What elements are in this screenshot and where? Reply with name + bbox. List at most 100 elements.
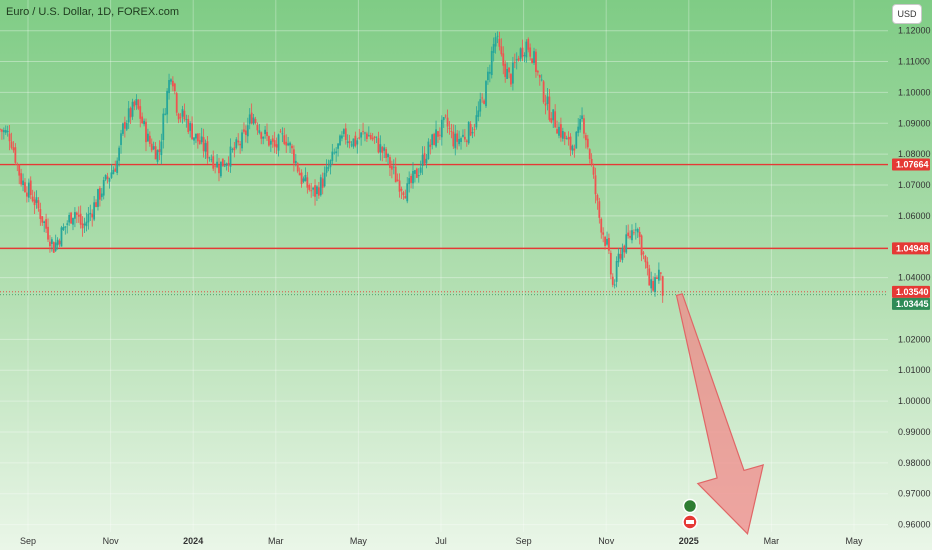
candle-body	[18, 164, 21, 176]
candle-body	[248, 114, 251, 124]
candle-body	[646, 261, 649, 269]
candle-body	[306, 177, 309, 188]
candle-body	[433, 133, 436, 145]
candle-body	[175, 93, 178, 113]
candle-body	[229, 146, 232, 167]
candle-body	[33, 199, 36, 206]
down-arrow[interactable]	[675, 293, 765, 535]
time-axis[interactable]: Sep Nov 2024 Mar May Jul Sep Nov 2025 Mar May	[20, 536, 863, 546]
candle-body	[164, 113, 167, 115]
candle-body	[287, 143, 290, 146]
candle-body	[173, 83, 176, 91]
candle-body	[608, 237, 610, 251]
candle-body	[625, 234, 628, 253]
candle-body	[47, 226, 49, 240]
current-price-label: 1.03540	[896, 287, 929, 297]
candle-body	[116, 160, 119, 173]
candle-body	[490, 51, 493, 76]
candle-body	[540, 79, 543, 81]
candle-body	[327, 167, 330, 169]
candle-body	[220, 161, 222, 177]
candle-body	[438, 134, 441, 136]
candle-body	[108, 178, 111, 182]
candle-body	[254, 119, 257, 123]
candle-body	[389, 157, 391, 169]
candle-body	[123, 122, 126, 129]
candle-body	[273, 140, 276, 147]
candle-body	[221, 158, 224, 167]
candle-body	[216, 161, 218, 168]
candle-body	[93, 202, 96, 220]
candle-body	[471, 131, 474, 134]
y-tick-label: 0.97000	[898, 489, 931, 499]
candle-body	[258, 130, 261, 133]
candle-body	[544, 103, 547, 106]
candle-body	[377, 138, 380, 153]
candle-body	[633, 232, 635, 234]
candle-body	[158, 149, 161, 152]
candle-body	[293, 149, 295, 164]
candle-body	[317, 187, 320, 196]
candle-body	[602, 232, 605, 235]
candle-body	[448, 128, 451, 129]
candle-body	[404, 196, 407, 199]
level-0-label: 1.07664	[896, 160, 929, 170]
chart-title: Euro / U.S. Dollar, 1D, FOREX.com	[6, 6, 179, 18]
candle-body	[600, 218, 603, 233]
candle-body	[339, 135, 341, 146]
candle-body	[14, 147, 17, 163]
candle-body	[298, 172, 301, 176]
currency-button[interactable]: USD	[892, 4, 922, 24]
y-tick-label: 1.09000	[898, 118, 931, 128]
candle-body	[262, 136, 265, 139]
candle-body	[469, 123, 472, 136]
candle-body	[396, 179, 399, 181]
candle-body	[511, 62, 514, 84]
candle-body	[460, 138, 462, 142]
candle-body	[538, 75, 541, 78]
price-axis[interactable]: 1.12000 1.11000 1.10000 1.09000 1.08000 1.070…	[892, 26, 931, 530]
candle-body	[68, 215, 71, 223]
event-icon[interactable]	[682, 498, 698, 514]
candle-body	[567, 137, 570, 140]
candle-body	[62, 227, 65, 230]
candle-body	[569, 136, 572, 150]
candle-body	[323, 172, 326, 187]
candle-body	[106, 176, 109, 179]
candle-body	[586, 138, 589, 148]
candle-body	[244, 130, 247, 135]
candle-body	[60, 227, 63, 247]
candle-body	[379, 144, 382, 153]
candle-body	[365, 133, 368, 139]
candle-body	[81, 223, 84, 229]
candle-body	[542, 81, 545, 103]
candle-body	[223, 165, 226, 167]
candle-body	[252, 117, 255, 124]
candle-body	[250, 112, 253, 124]
candle-body	[617, 253, 620, 263]
candle-body	[627, 232, 630, 237]
candle-body	[352, 138, 355, 147]
candle-body	[346, 141, 349, 143]
y-tick-label: 1.10000	[898, 87, 931, 97]
candle-body	[458, 138, 461, 145]
candle-body	[100, 193, 103, 198]
y-tick-label: 1.08000	[898, 149, 931, 159]
candle-body	[435, 129, 437, 147]
candle-body	[406, 183, 409, 202]
chart-marker-icons[interactable]	[682, 498, 698, 530]
candle-body	[402, 192, 405, 196]
candle-body	[24, 182, 26, 193]
candle-body	[31, 196, 34, 202]
candle-body	[558, 126, 560, 136]
y-tick-label: 1.02000	[898, 334, 931, 344]
candle-body	[50, 239, 53, 244]
candle-body	[35, 197, 38, 203]
candle-body	[77, 214, 80, 217]
candle-body	[488, 71, 491, 74]
forecast-arrow[interactable]	[675, 293, 765, 535]
x-tick-label: Nov	[103, 536, 120, 546]
candle-body	[362, 131, 364, 133]
